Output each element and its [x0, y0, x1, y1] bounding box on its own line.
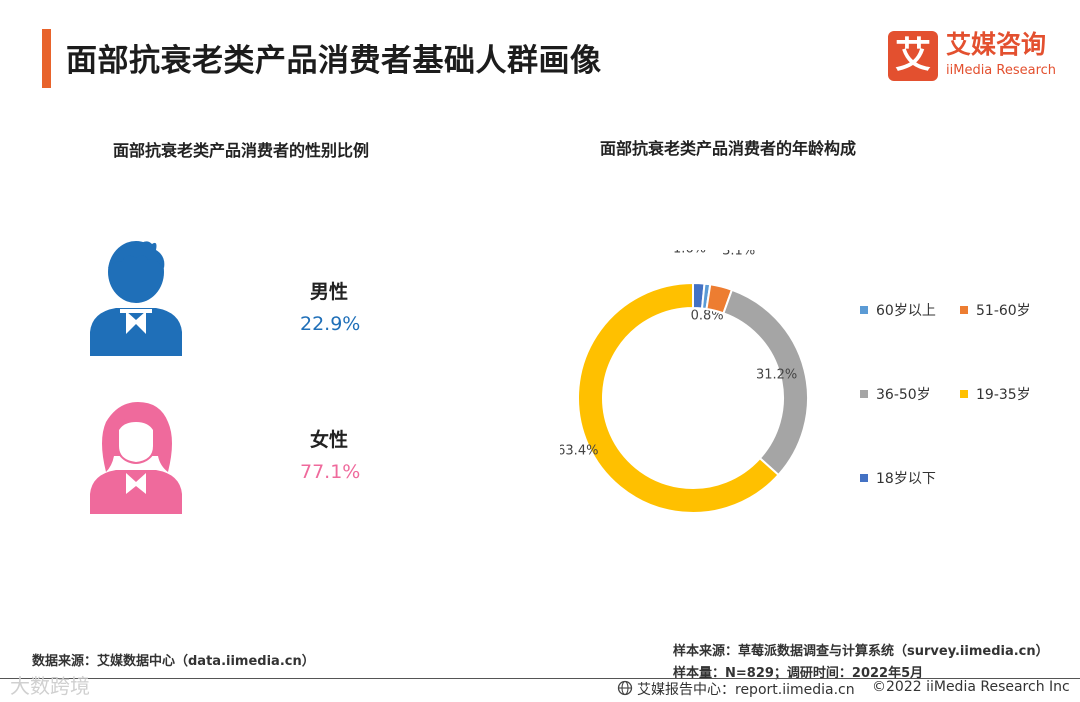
donut-label-0: 1.6%	[673, 250, 706, 257]
legend-item-0: 60岁以上	[860, 300, 936, 320]
donut-label-4: 63.4%	[560, 444, 598, 459]
donut-label-2: 3.1%	[722, 250, 755, 258]
legend-label: 51-60岁	[976, 303, 1031, 319]
legend-label: 36-50岁	[876, 387, 931, 403]
data-source-note: 数据来源：艾媒数据中心（data.iimedia.cn）	[32, 654, 315, 669]
watermark-text: 大数跨境	[10, 674, 90, 698]
female-percentage: 77.1%	[300, 461, 361, 483]
donut-label-3: 31.2%	[756, 367, 797, 382]
age-legend: 60岁以上 51-60岁 36-50岁 19-35岁 18岁以下	[860, 300, 1060, 490]
legend-label: 19-35岁	[976, 387, 1031, 403]
legend-swatch	[960, 390, 968, 398]
age-donut-chart: 1.6% 0.8% 3.1% 31.2% 63.4%	[560, 250, 809, 514]
legend-item-2: 36-50岁	[860, 384, 931, 404]
footer-divider	[0, 678, 1080, 679]
male-user-icon	[90, 241, 182, 356]
legend-swatch	[860, 474, 868, 482]
legend-swatch	[960, 306, 968, 314]
gender-panel-title: 面部抗衰老类产品消费者的性别比例	[113, 141, 370, 160]
copyright-text: ©2022 iiMedia Research Inc	[872, 679, 1070, 695]
legend-item-3: 19-35岁	[960, 384, 1031, 404]
sample-size-note: 样本量：N=829；调研时间：2022年5月	[673, 666, 924, 681]
male-percentage: 22.9%	[300, 313, 361, 335]
female-label: 女性	[310, 429, 349, 451]
globe-icon	[617, 680, 633, 696]
legend-label: 18岁以下	[876, 471, 936, 487]
legend-item-4: 18岁以下	[860, 468, 936, 488]
age-chart-title: 面部抗衰老类产品消费者的年龄构成	[600, 139, 857, 158]
logo-name-cn: 艾媒咨询	[946, 30, 1047, 59]
donut-slice-4	[577, 281, 780, 514]
legend-swatch	[860, 306, 868, 314]
title-accent-bar	[42, 29, 51, 88]
female-user-icon	[90, 402, 182, 514]
legend-item-1: 51-60岁	[960, 300, 1031, 320]
page-title: 面部抗衰老类产品消费者基础人群画像	[66, 43, 602, 79]
legend-label: 60岁以上	[876, 303, 936, 319]
report-center-link[interactable]: 艾媒报告中心：report.iimedia.cn	[637, 682, 855, 698]
sample-source-note: 样本来源：草莓派数据调查与计算系统（survey.iimedia.cn）	[673, 644, 1049, 659]
donut-label-1: 0.8%	[691, 309, 724, 324]
iimedia-logo-icon: 艾	[888, 31, 938, 81]
male-label: 男性	[310, 281, 349, 303]
logo-name-en: iiMedia Research	[946, 63, 1057, 78]
legend-swatch	[860, 390, 868, 398]
